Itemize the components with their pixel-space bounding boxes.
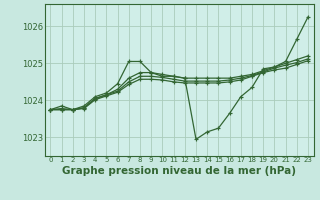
X-axis label: Graphe pression niveau de la mer (hPa): Graphe pression niveau de la mer (hPa)	[62, 166, 296, 176]
